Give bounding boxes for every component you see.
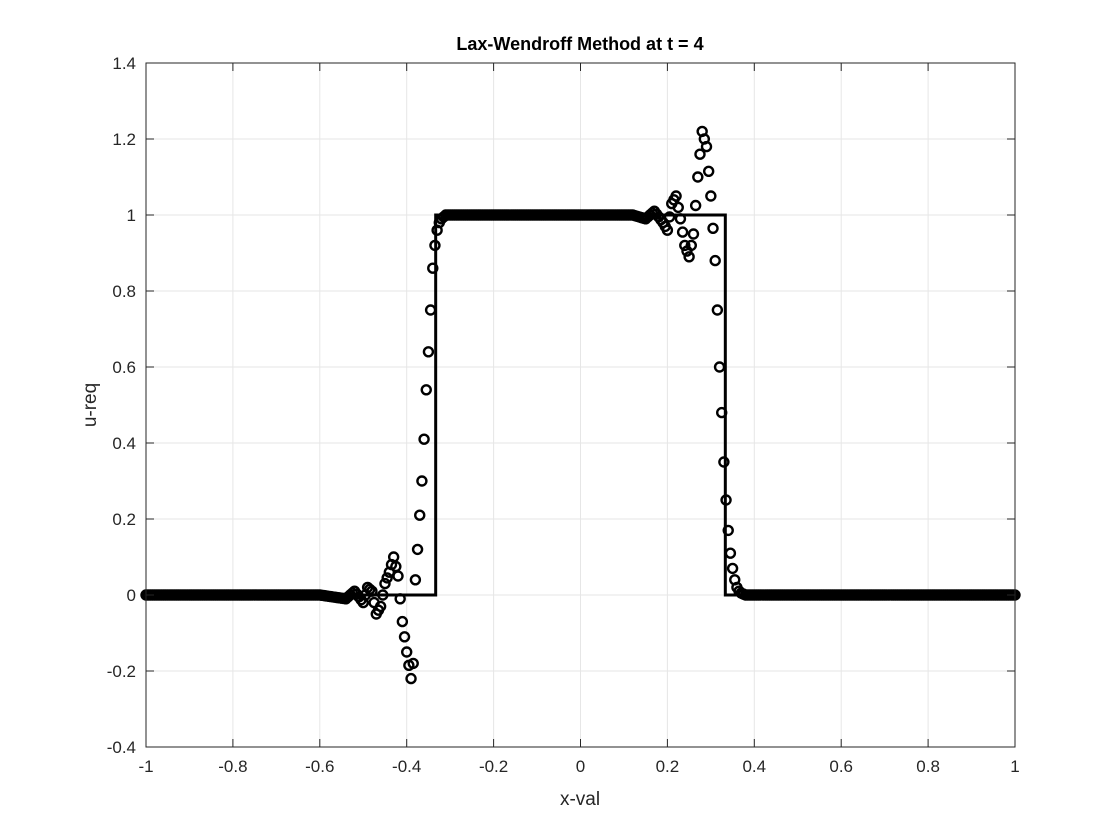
numerical-solution-point — [692, 171, 704, 183]
numerical-solution-point — [379, 577, 391, 590]
numerical-solution-point — [679, 239, 691, 252]
numerical-solution-point — [407, 657, 419, 670]
y-tick-label: 0.8 — [112, 282, 136, 301]
x-tick-label: -0.6 — [305, 757, 334, 776]
numerical-solution-point — [420, 384, 432, 396]
numerical-solution-point — [694, 148, 706, 160]
y-tick-label: 1.4 — [112, 54, 136, 73]
ticks: -1 -0.8 -0.6 -0.4 -0.2 0 0.2 0.4 0.6 0.8 1 -0.4 -0.2… — [107, 54, 1020, 776]
numerical-solution-point — [720, 494, 732, 506]
numerical-solution-point — [689, 199, 702, 212]
x-tick-label: 0.4 — [742, 757, 766, 776]
numerical-solution-point — [427, 262, 439, 274]
numerical-solution-point — [394, 593, 406, 605]
x-tick-label: -0.4 — [392, 757, 421, 776]
numerical-solution-point — [716, 406, 728, 419]
numerical-solution-point — [718, 456, 730, 468]
numerical-solution-point — [711, 304, 724, 316]
numerical-solution-point — [707, 222, 719, 235]
numerical-solution-point — [381, 572, 393, 584]
x-tick-label: 0 — [576, 757, 585, 776]
numerical-solution-point — [663, 211, 676, 223]
y-tick-label: 0 — [127, 586, 136, 605]
x-tick-label: -1 — [138, 757, 153, 776]
numerical-solution-point — [726, 562, 739, 575]
x-tick-label: -0.2 — [479, 757, 508, 776]
chart-title: Lax-Wendroff Method at t = 4 — [456, 34, 703, 54]
numerical-solution-point — [418, 433, 430, 445]
numerical-solution-point — [670, 190, 682, 202]
numerical-solution-point — [396, 615, 409, 628]
x-tick-label: 0.8 — [916, 757, 940, 776]
numerical-solution-point — [392, 570, 404, 582]
numerical-solution-point — [414, 509, 426, 521]
y-tick-label: 0.4 — [112, 434, 136, 453]
numerical-solution-point — [364, 583, 376, 595]
numerical-solution-point — [398, 631, 411, 643]
numerical-solution-point — [722, 524, 734, 537]
numerical-solution-point — [405, 672, 417, 685]
numerical-solution-point — [377, 589, 389, 601]
y-tick-label: -0.2 — [107, 662, 136, 681]
numerical-solution-point — [401, 646, 413, 658]
numerical-solution-point — [705, 190, 717, 202]
numerical-solution-point — [672, 201, 684, 214]
numerical-solution-point — [674, 213, 687, 225]
numerical-solution-point — [409, 574, 422, 586]
numerical-solution-point — [424, 304, 437, 316]
numerical-solution-point — [683, 251, 695, 263]
numerical-solution-point — [416, 475, 428, 487]
numerical-solution-point — [411, 543, 424, 556]
numerical-solution-point — [422, 346, 435, 358]
numerical-solution-point — [724, 547, 737, 559]
x-tick-label: 0.6 — [829, 757, 853, 776]
numerical-solution-point — [429, 239, 441, 252]
numerical-solution-point — [366, 585, 378, 597]
numerical-solution-point — [661, 224, 674, 236]
y-tick-label: 1.2 — [112, 130, 136, 149]
numerical-solution-point — [702, 165, 715, 178]
numerical-solution-point — [374, 600, 387, 613]
x-tick-label: 1 — [1010, 757, 1019, 776]
x-tick-label: -0.8 — [218, 757, 247, 776]
numerical-solution-point — [687, 228, 700, 240]
numerical-solution-point — [700, 140, 713, 153]
y-tick-label: 0.6 — [112, 358, 136, 377]
y-tick-label: 1 — [127, 206, 136, 225]
x-axis-label: x-val — [560, 789, 600, 810]
y-tick-label: -0.4 — [107, 738, 136, 757]
numerical-solution-point — [685, 239, 697, 252]
y-axis-label: u-req — [80, 383, 101, 427]
numerical-solution-point — [676, 226, 689, 238]
data-layer — [140, 125, 1021, 685]
numerical-solution-point — [713, 361, 726, 373]
numerical-solution-point — [709, 254, 721, 267]
y-tick-label: 0.2 — [112, 510, 136, 529]
x-tick-label: 0.2 — [656, 757, 680, 776]
